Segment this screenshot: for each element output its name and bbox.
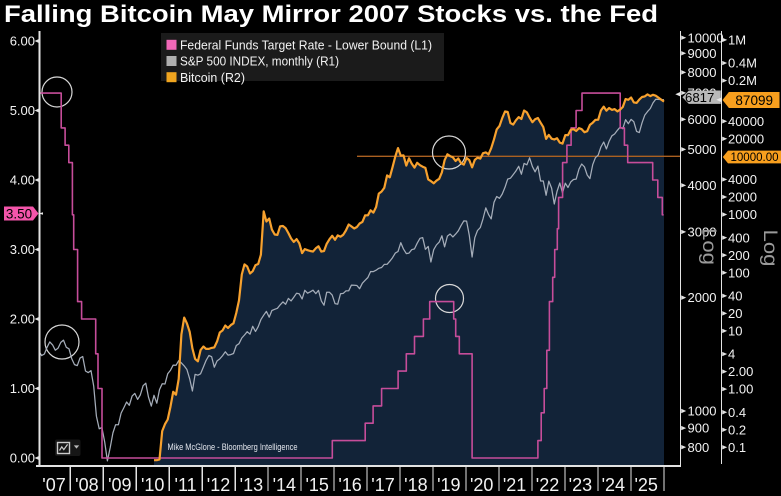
svg-text:'14: '14	[273, 475, 296, 495]
svg-text:4: 4	[728, 347, 735, 362]
svg-text:0.2: 0.2	[728, 422, 746, 437]
svg-text:Federal Funds Target Rate - Lo: Federal Funds Target Rate - Lower Bound …	[180, 37, 432, 52]
svg-text:2.00: 2.00	[728, 364, 753, 379]
svg-text:0.2M: 0.2M	[728, 73, 757, 88]
svg-text:2.00: 2.00	[10, 312, 35, 327]
svg-text:'22: '22	[536, 475, 559, 495]
svg-text:4.00: 4.00	[10, 173, 35, 188]
svg-text:8000: 8000	[688, 65, 717, 80]
svg-text:'08: '08	[75, 475, 98, 495]
svg-text:4000: 4000	[728, 172, 757, 187]
svg-text:6817: 6817	[685, 90, 714, 105]
svg-text:'24: '24	[602, 475, 625, 495]
svg-text:'13: '13	[240, 475, 263, 495]
svg-text:'21: '21	[503, 475, 526, 495]
svg-text:'07: '07	[42, 475, 65, 495]
svg-text:9000: 9000	[688, 46, 717, 61]
svg-text:400: 400	[728, 230, 750, 245]
svg-text:1000: 1000	[728, 207, 757, 222]
svg-text:'11: '11	[175, 475, 197, 495]
svg-text:0.4: 0.4	[728, 405, 746, 420]
svg-text:'17: '17	[371, 475, 394, 495]
svg-text:Log: Log	[759, 230, 780, 267]
svg-text:900: 900	[688, 421, 710, 436]
svg-text:'16: '16	[338, 475, 361, 495]
svg-text:40: 40	[728, 289, 742, 304]
svg-text:'19: '19	[437, 475, 460, 495]
svg-text:Mike McGlone - Bloomberg Intel: Mike McGlone - Bloomberg Intelligence	[168, 442, 298, 453]
svg-text:3.00: 3.00	[10, 242, 35, 257]
svg-text:200: 200	[728, 248, 750, 263]
svg-text:Bitcoin (R2): Bitcoin (R2)	[180, 70, 245, 85]
svg-text:1000: 1000	[688, 404, 717, 419]
svg-text:'15: '15	[305, 475, 328, 495]
svg-text:'09: '09	[108, 475, 131, 495]
svg-text:0.4M: 0.4M	[728, 56, 757, 71]
svg-text:Falling Bitcoin May Mirror 200: Falling Bitcoin May Mirror 2007 Stocks v…	[4, 1, 658, 28]
svg-text:3000: 3000	[688, 225, 717, 240]
svg-text:Log: Log	[698, 228, 719, 265]
svg-text:'23: '23	[569, 475, 592, 495]
svg-text:10000.00: 10000.00	[731, 152, 779, 164]
svg-text:1M: 1M	[728, 33, 746, 48]
svg-text:0.1: 0.1	[728, 440, 746, 455]
svg-text:'12: '12	[207, 475, 230, 495]
svg-text:10000: 10000	[688, 30, 724, 45]
svg-text:'20: '20	[470, 475, 493, 495]
svg-text:'10: '10	[141, 475, 164, 495]
svg-text:5.00: 5.00	[10, 103, 35, 118]
svg-text:1.00: 1.00	[728, 382, 753, 397]
svg-text:1.00: 1.00	[10, 381, 35, 396]
svg-text:S&P 500 INDEX, monthly (R1): S&P 500 INDEX, monthly (R1)	[180, 54, 339, 69]
svg-text:'18: '18	[404, 475, 427, 495]
svg-text:3.50: 3.50	[6, 206, 32, 221]
svg-text:'25: '25	[634, 475, 657, 495]
svg-text:87099: 87099	[735, 93, 773, 108]
svg-text:800: 800	[688, 440, 710, 455]
svg-text:20000: 20000	[728, 131, 764, 146]
svg-text:0.00: 0.00	[10, 451, 35, 466]
svg-text:10: 10	[728, 324, 742, 339]
svg-text:4000: 4000	[688, 178, 717, 193]
svg-text:2000: 2000	[728, 190, 757, 205]
svg-text:100: 100	[728, 265, 750, 280]
svg-text:6.00: 6.00	[10, 34, 35, 49]
svg-text:40000: 40000	[728, 114, 764, 129]
svg-text:5000: 5000	[688, 142, 717, 157]
svg-text:2000: 2000	[688, 290, 717, 305]
svg-text:6000: 6000	[688, 112, 717, 127]
svg-text:20: 20	[728, 306, 742, 321]
